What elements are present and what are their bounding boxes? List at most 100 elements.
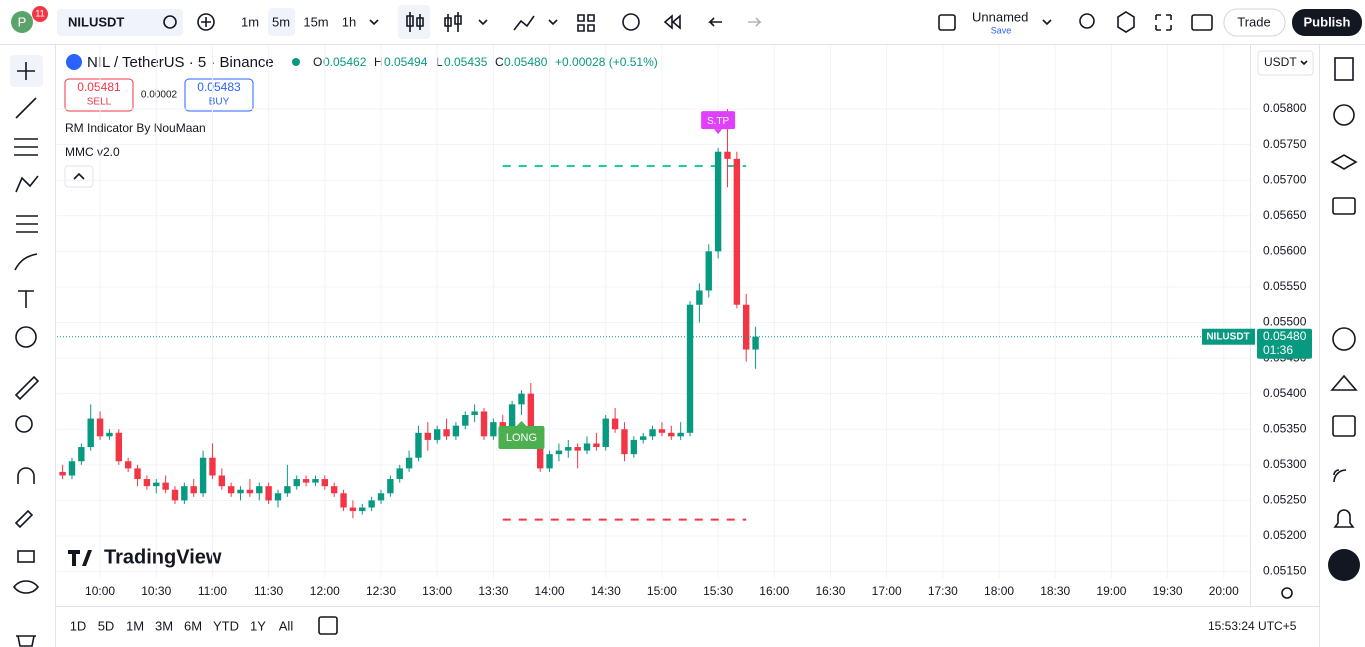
icon[interactable] [369,19,379,26]
watchlist-icon[interactable] [1334,57,1354,81]
candle-body [396,468,403,480]
ideas-icon[interactable] [1330,374,1358,391]
avatar[interactable] [11,11,33,33]
chart-type-active[interactable] [398,5,430,39]
interval[interactable]: 1h [342,14,356,29]
interval-active [268,8,295,36]
y-tick-label: 0.05300 [1263,457,1307,471]
x-tick-label: 17:30 [928,584,958,598]
target-icon[interactable] [1332,327,1356,351]
trendline-icon[interactable] [15,97,37,119]
signal-pointer [516,421,527,427]
interval[interactable]: 1m [241,14,259,29]
range-button[interactable]: 1D [70,618,87,633]
pattern-icon[interactable] [15,175,39,193]
layout-name[interactable]: Unnamed [972,9,1028,24]
sell-button[interactable] [64,78,134,112]
fib-icon[interactable] [14,138,38,156]
publish-button[interactable] [1292,9,1362,36]
emoji-icon[interactable] [15,326,37,348]
candle-body [78,447,85,462]
alert-icon[interactable] [622,13,640,31]
forecast-icon[interactable] [16,215,38,233]
y-tick-label: 0.05550 [1263,279,1307,293]
undo-icon[interactable] [708,17,722,27]
collapse-button[interactable] [64,165,94,188]
range-button[interactable]: All [279,618,294,633]
candle-body [265,486,272,501]
lock-icon[interactable] [17,550,35,563]
magnet-icon[interactable] [17,467,35,484]
text-icon[interactable] [18,290,34,308]
publish-label: Publish [1304,14,1351,29]
snapshot-icon[interactable] [1191,14,1213,31]
buy-button[interactable] [184,78,254,112]
range-bar: 1D 5D 1M 3M 6M YTD 1Y All [70,618,294,633]
symbol-search[interactable] [57,9,183,36]
layers-icon[interactable] [1330,154,1358,170]
save-label[interactable]: Save [991,25,1012,35]
currency: USDT [1264,55,1297,69]
range-button[interactable]: 1M [126,618,144,633]
zoom-icon[interactable] [15,415,33,433]
candle-body [96,418,104,437]
candle-body [574,447,581,451]
y-tick-label: 0.05200 [1263,528,1307,542]
icon[interactable] [478,19,488,26]
candle-body [508,404,516,430]
layout-icon[interactable] [577,14,595,32]
indicator[interactable]: MMC v2.0 [65,145,120,159]
x-tick-label: 11:30 [254,584,283,598]
search-icon[interactable] [1079,13,1095,29]
range-button[interactable]: YTD [213,618,239,633]
x-tick-label: 13:30 [478,584,508,598]
lock-draw-icon[interactable] [14,509,34,529]
calendar-icon[interactable] [1332,415,1356,437]
x-tick-label: 12:00 [310,584,340,598]
candle-body [424,432,432,440]
currency-select[interactable] [1257,50,1314,76]
axis-settings[interactable] [1281,587,1293,599]
x-tick-label: 12:30 [366,584,396,598]
compare-icon[interactable] [197,13,215,31]
price-tag [1257,328,1312,359]
icon[interactable] [548,19,558,26]
eye-icon[interactable] [12,580,40,594]
icon[interactable] [444,12,462,32]
fullscreen-icon[interactable] [1155,14,1172,31]
badge-count: 11 [35,8,44,18]
clock: 15:53:24 UTC+5 [1208,619,1297,633]
range-button[interactable]: 5D [98,618,115,633]
candle-body [490,422,497,437]
trade-button[interactable] [1223,8,1286,37]
stream-icon[interactable] [1333,469,1347,483]
alerts-icon[interactable] [1333,104,1355,126]
trash-icon[interactable] [16,635,36,647]
range-button[interactable]: 3M [155,618,173,633]
interval[interactable]: 15m [303,14,328,29]
replay-icon[interactable] [663,14,681,30]
candle-body [312,479,319,483]
settings-icon[interactable] [1117,11,1135,33]
candle-body [293,479,300,487]
goto-date-icon[interactable] [318,616,338,635]
icon[interactable] [1042,19,1052,26]
signal-label: S.TP [707,116,730,127]
indicator[interactable]: RM Indicator By NouMaan [65,121,206,135]
ohlc-l-value: 0.05435 [444,55,488,69]
chat-icon[interactable] [1332,197,1356,215]
interval[interactable]: 5m [272,14,290,29]
indicators-icon[interactable] [513,15,535,31]
redo-icon[interactable] [748,17,762,27]
brush-icon[interactable] [14,253,38,271]
candle-body [321,479,329,487]
apps-button[interactable] [1328,549,1360,581]
bell-icon[interactable] [1333,509,1355,528]
candle-body [649,429,656,437]
range-button[interactable]: 6M [184,618,202,633]
range-button[interactable]: 1Y [250,618,266,633]
x-tick-label: 15:00 [647,584,677,598]
ruler-icon[interactable] [14,375,40,401]
checkbox[interactable] [938,14,956,31]
ohlc-change: +0.00028 (+0.51%) [555,55,658,69]
